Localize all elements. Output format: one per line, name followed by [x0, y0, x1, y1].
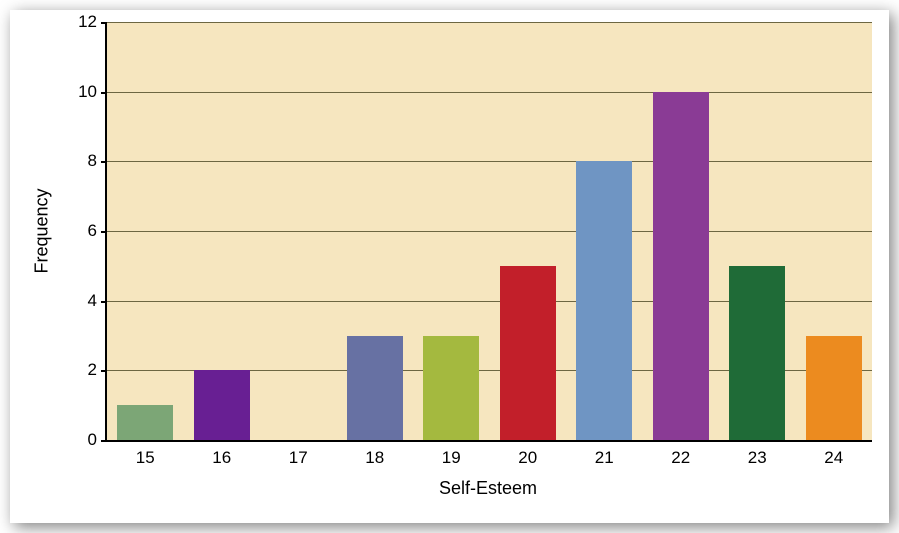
x-tick-label: 24	[824, 440, 843, 468]
x-tick-label: 18	[365, 440, 384, 468]
x-tick-label: 21	[595, 440, 614, 468]
x-axis-label: Self-Esteem	[439, 478, 537, 499]
bar	[806, 336, 862, 441]
gridline	[107, 161, 872, 162]
bar	[117, 405, 173, 440]
gridline	[107, 22, 872, 23]
gridline	[107, 92, 872, 93]
bar	[194, 370, 250, 440]
bar	[729, 266, 785, 440]
x-tick-label: 22	[671, 440, 690, 468]
y-tick-label: 0	[88, 430, 107, 450]
x-tick-label: 17	[289, 440, 308, 468]
bar	[500, 266, 556, 440]
y-tick-label: 10	[78, 82, 107, 102]
x-tick-label: 23	[748, 440, 767, 468]
plot-area: 02468101215161718192021222324	[105, 22, 872, 442]
x-tick-label: 19	[442, 440, 461, 468]
bar	[576, 161, 632, 440]
chart-card: 02468101215161718192021222324 Frequency …	[10, 10, 889, 523]
y-tick-label: 12	[78, 12, 107, 32]
x-tick-label: 15	[136, 440, 155, 468]
bar	[423, 336, 479, 441]
bar	[347, 336, 403, 441]
y-tick-label: 6	[88, 221, 107, 241]
x-tick-label: 20	[518, 440, 537, 468]
x-tick-label: 16	[212, 440, 231, 468]
y-axis-label: Frequency	[32, 188, 53, 273]
y-tick-label: 8	[88, 151, 107, 171]
bar	[653, 92, 709, 440]
gridline	[107, 231, 872, 232]
y-tick-label: 2	[88, 360, 107, 380]
y-tick-label: 4	[88, 291, 107, 311]
